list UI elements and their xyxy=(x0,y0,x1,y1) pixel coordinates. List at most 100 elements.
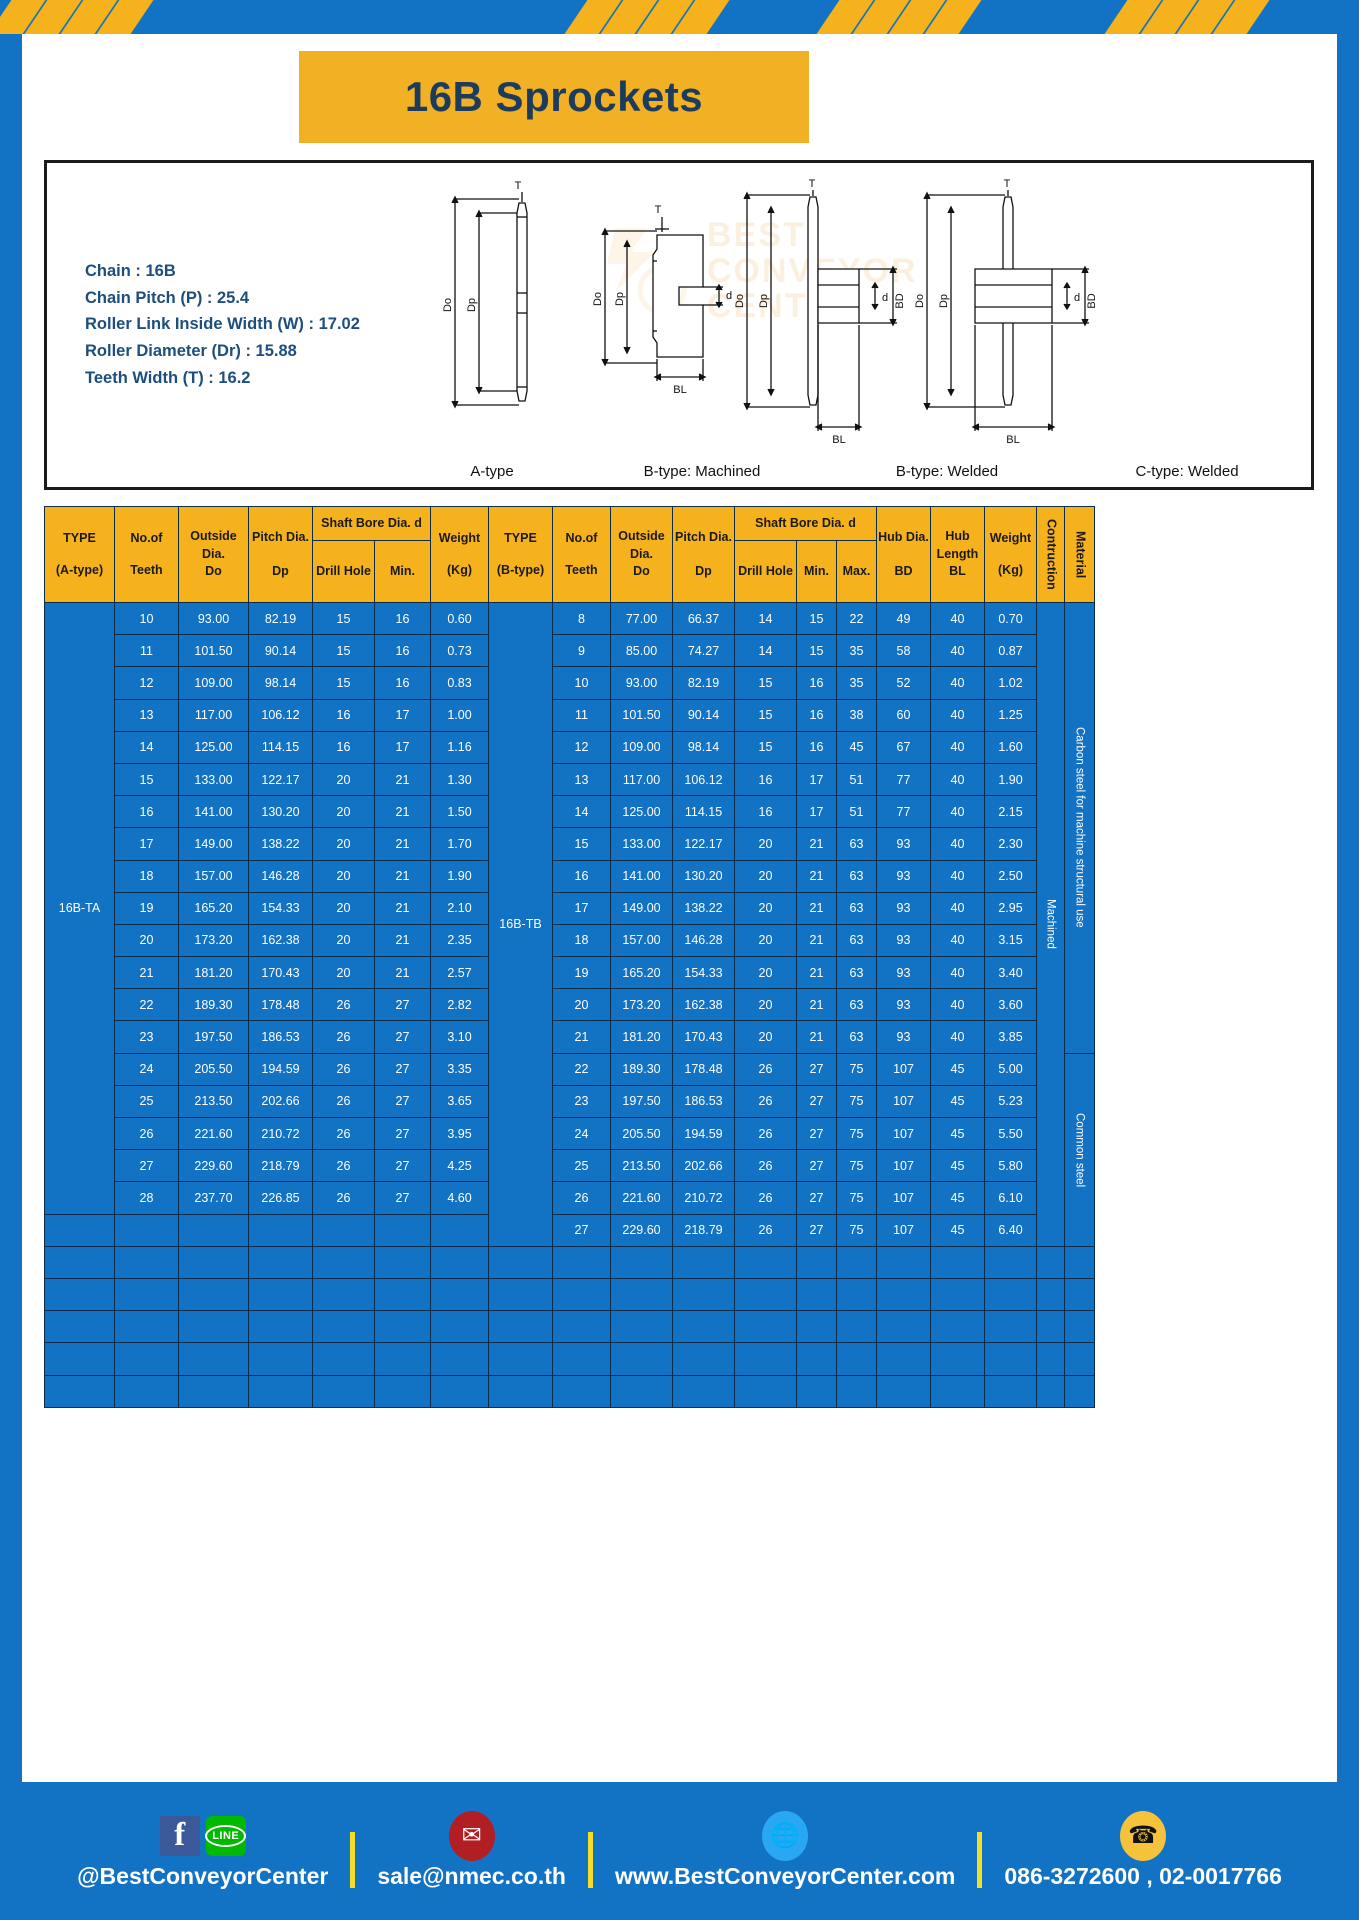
th-teeth-a: No.of Teeth xyxy=(114,506,179,603)
table-cell: 114.15 xyxy=(248,730,313,764)
svg-text:Dp: Dp xyxy=(758,294,770,308)
th-type-b-line1: TYPE xyxy=(504,530,537,545)
table-row: 16 141.00 130.20 20 21 63 93 40 2.50 xyxy=(489,859,1095,893)
table-cell-blank xyxy=(178,1213,249,1247)
table-cell: 63 xyxy=(836,891,877,925)
table-cell: 75 xyxy=(836,1052,877,1086)
globe-icon[interactable]: 🌐 xyxy=(762,1810,809,1861)
th-pd-b-line1: Pitch Dia. xyxy=(675,529,732,544)
table-cell: 106.12 xyxy=(672,762,735,797)
table-cell: 15 xyxy=(796,634,837,668)
drawing-captions: A-type B-type: Machined B-type: Welded C… xyxy=(407,463,1307,491)
table-cell: 20 xyxy=(734,923,797,958)
footer-separator xyxy=(350,1832,356,1888)
table-cell: 11 xyxy=(552,698,611,732)
table-cell-blank xyxy=(178,1245,249,1279)
footer-item-phone[interactable]: ☎ 086-3272600 , 02-0017766 xyxy=(1004,1810,1282,1890)
spec-line: Teeth Width (T) : 16.2 xyxy=(85,365,360,392)
table-cell: 58 xyxy=(876,634,931,668)
svg-text:Dp: Dp xyxy=(466,298,478,312)
svg-text:d: d xyxy=(1074,292,1080,304)
table-cell: 15 xyxy=(796,601,837,636)
table-cell: 109.00 xyxy=(178,666,249,700)
table-cell: 16 xyxy=(796,666,837,700)
table-cell: 109.00 xyxy=(610,730,673,764)
table-cell: 2.50 xyxy=(984,859,1037,893)
table-cell: 51 xyxy=(836,795,877,829)
table-cell: 20 xyxy=(734,891,797,925)
footer-item-email[interactable]: ✉ sale@nmec.co.th xyxy=(377,1810,566,1890)
table-cell: 21 xyxy=(374,859,431,893)
th-hub-dia-b-line2: BD xyxy=(894,563,913,578)
table-cell: 52 xyxy=(876,666,931,700)
table-cell-blank xyxy=(1036,1277,1065,1312)
table-row: 19 165.20 154.33 20 21 2.10 xyxy=(45,891,489,925)
table-row-blank xyxy=(44,1277,489,1312)
table-cell-blank xyxy=(178,1310,249,1344)
mail-icon[interactable]: ✉ xyxy=(448,1810,495,1861)
svg-text:BD: BD xyxy=(894,293,906,308)
table-cell: 35 xyxy=(836,634,877,668)
th-teeth-b-line2: Teeth xyxy=(565,562,598,577)
table-cell: 18 xyxy=(114,859,179,893)
th-pitch-dia-b: Pitch Dia. Dp xyxy=(672,506,735,603)
table-cell-blank xyxy=(876,1374,931,1408)
footer-item-social[interactable]: f LINE @BestConveyorCenter xyxy=(77,1813,328,1890)
cell-material-carbon: Carbon steel for machine structural use xyxy=(1064,602,1095,1054)
footer-item-website[interactable]: 🌐 www.BestConveyorCenter.com xyxy=(615,1810,955,1890)
table-cell: 2.57 xyxy=(430,956,489,990)
table-cell-blank xyxy=(876,1310,931,1344)
table-cell-blank xyxy=(930,1342,985,1376)
table-cell: 19 xyxy=(552,956,611,990)
table-row: 16B-TA 10 93.00 82.19 15 16 0.60 xyxy=(44,601,489,1215)
table-cell: 133.00 xyxy=(610,827,673,861)
table-cell: 130.20 xyxy=(248,795,313,829)
table-row: 21 181.20 170.43 20 21 2.57 xyxy=(45,956,489,990)
table-cell: 27 xyxy=(796,1116,837,1151)
spec-label: Chain Pitch (P) : xyxy=(85,288,217,307)
specification-panel: BEST CONVEYOR CENTER Chain : 16B Chain P… xyxy=(44,160,1314,490)
table-row: 21 181.20 170.43 20 21 63 93 40 3.85 xyxy=(489,1020,1095,1054)
table-cell: 21 xyxy=(114,956,179,990)
table-cell-blank xyxy=(1064,1277,1095,1312)
table-cell-blank xyxy=(44,1342,115,1376)
table-cell: 14 xyxy=(734,601,797,636)
table-cell: 40 xyxy=(930,956,985,990)
table-cell: 122.17 xyxy=(248,762,313,797)
table-cell: 170.43 xyxy=(672,1020,735,1054)
table-cell: 170.43 xyxy=(248,956,313,990)
table-row-blank xyxy=(488,1245,1095,1279)
table-cell-blank xyxy=(430,1342,489,1376)
table-cell: 114.15 xyxy=(672,795,735,829)
line-icon[interactable]: LINE xyxy=(205,1815,247,1856)
table-cell: 15 xyxy=(312,601,375,636)
table-cell-blank xyxy=(44,1374,115,1408)
table-cell: 107 xyxy=(876,1052,931,1086)
table-cell: 107 xyxy=(876,1149,931,1183)
table-cell-blank xyxy=(836,1310,877,1344)
svg-text:Do: Do xyxy=(592,292,604,306)
table-cell: 27 xyxy=(374,988,431,1022)
facebook-icon[interactable]: f xyxy=(159,1815,200,1856)
table-cell: 27 xyxy=(374,1116,431,1151)
table-cell: 3.60 xyxy=(984,988,1037,1022)
th-teeth-b-line1: No.of xyxy=(565,530,598,545)
table-cell: 205.50 xyxy=(610,1116,673,1151)
table-row: 14 125.00 114.15 16 17 1.16 xyxy=(45,730,489,764)
th-min-b: Min. xyxy=(796,540,837,603)
table-cell-blank xyxy=(374,1213,431,1247)
phone-icon[interactable]: ☎ xyxy=(1120,1810,1167,1861)
svg-text:Dp: Dp xyxy=(614,292,626,306)
table-cell-blank xyxy=(796,1374,837,1408)
table-row: 26 221.60 210.72 26 27 75 107 45 6.10 xyxy=(489,1181,1095,1215)
table-cell: 186.53 xyxy=(248,1020,313,1054)
svg-text:BD: BD xyxy=(1086,293,1098,308)
table-cell: 15 xyxy=(552,827,611,861)
table-cell: 22 xyxy=(836,601,877,636)
table-row: 18 157.00 146.28 20 21 1.90 xyxy=(45,859,489,893)
table-row: 22 189.30 178.48 26 27 2.82 xyxy=(45,988,489,1022)
table-cell: 226.85 xyxy=(248,1181,313,1215)
table-cell: 14 xyxy=(734,634,797,668)
table-row-blank xyxy=(488,1277,1095,1312)
